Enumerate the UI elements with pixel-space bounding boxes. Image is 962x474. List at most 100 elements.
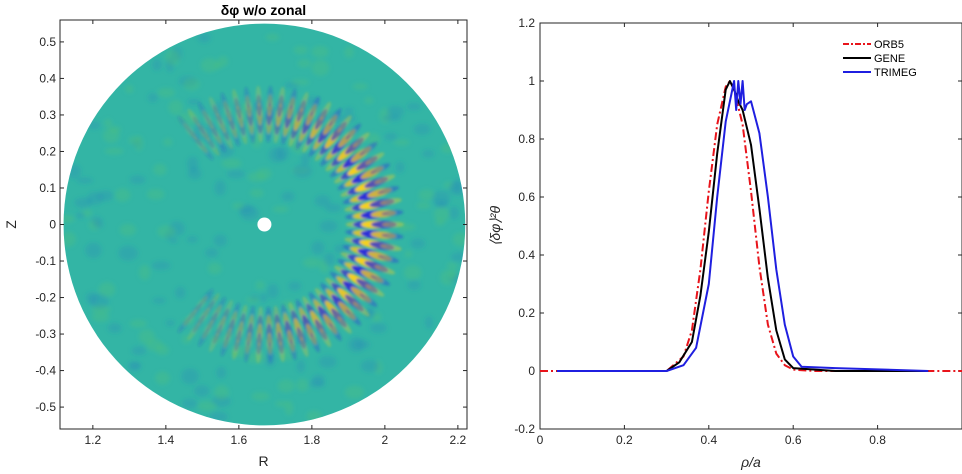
profile-y-tick-label: 1.2 [518, 16, 535, 30]
legend-label: TRIMEG [874, 67, 917, 79]
noise-blob [197, 401, 218, 411]
noise-blob [109, 125, 121, 133]
profile-y-tick-label: 0.4 [518, 248, 535, 262]
mode-blob [220, 336, 229, 357]
noise-blob [214, 180, 226, 196]
noise-blob [386, 105, 405, 118]
noise-blob [296, 359, 306, 373]
noise-blob [63, 231, 76, 247]
noise-blob [416, 201, 431, 210]
noise-blob [104, 118, 113, 128]
noise-blob [281, 191, 295, 202]
noise-blob [146, 188, 165, 200]
noise-blob [197, 32, 211, 43]
map-y-ticks: -0.5 -0.4 -0.3 -0.2 -0.1 0 0.1 0.2 0.3 0.4 0.5 [35, 35, 467, 414]
map-y-tick-label: 0.4 [39, 71, 56, 85]
map-y-tick-label: 0.5 [39, 35, 56, 49]
map-y-tick-label: -0.1 [35, 254, 56, 268]
noise-blob [277, 379, 295, 393]
noise-blob [404, 250, 413, 258]
mode-blob [289, 89, 297, 110]
series-line-trimeg [556, 80, 929, 372]
noise-blob [66, 164, 81, 179]
noise-blob [181, 368, 199, 385]
noise-blob [406, 102, 422, 111]
mode-blob [328, 108, 342, 127]
profile-x-tick-label: 0.8 [869, 433, 886, 447]
noise-blob [407, 279, 421, 291]
contour-map-panel: δφ w/o zonal 1.2 1.4 1.6 1.8 2 2.2 -0.5-0.4-0… [3, 2, 468, 469]
noise-blob [319, 220, 338, 233]
noise-blob [175, 286, 186, 299]
profile-y-label: ⟨δφ⟩²θ [487, 206, 503, 246]
noise-blob [89, 293, 109, 310]
noise-blob [82, 209, 93, 217]
map-y-tick-label: -0.5 [35, 400, 56, 414]
noise-blob [200, 58, 219, 73]
noise-blob [250, 188, 264, 198]
noise-blob [343, 107, 355, 115]
noise-blob [147, 92, 159, 103]
profile-x-tick-label: 0 [537, 433, 544, 447]
noise-blob [288, 281, 302, 291]
noise-blob [232, 202, 245, 210]
mode-blob [198, 102, 209, 121]
mode-blob [177, 116, 191, 133]
mode-blob [267, 85, 273, 107]
noise-blob [323, 252, 336, 266]
noise-blob [361, 359, 380, 373]
noise-blob [245, 296, 260, 304]
map-y-tick-label: -0.3 [35, 327, 56, 341]
noise-blob [452, 178, 462, 193]
mode-blob [365, 152, 385, 165]
map-x-ticks: 1.2 1.4 1.6 1.8 2 2.2 [85, 20, 467, 447]
noise-blob [226, 169, 246, 179]
noise-blob [207, 262, 222, 275]
mode-blob [379, 198, 402, 206]
noise-blob [183, 77, 200, 91]
mode-blob [255, 85, 262, 107]
map-y-tick-label: 0.1 [39, 181, 56, 195]
mode-blob [337, 115, 352, 133]
mode-blob [381, 232, 404, 240]
noise-blob [259, 293, 268, 303]
profile-x-tick-label: 0.4 [700, 433, 717, 447]
noise-blob [363, 97, 374, 104]
noise-blob [216, 366, 227, 379]
mode-blob [232, 89, 240, 110]
legend-label: GENE [874, 53, 905, 65]
noise-blob [293, 45, 308, 55]
mode-blob [377, 186, 399, 195]
noise-blob [157, 225, 176, 238]
noise-blob [314, 195, 331, 207]
mode-blob [365, 284, 385, 297]
profile-x-label: ρ/a [740, 454, 761, 470]
mode-blob [374, 174, 396, 185]
noise-blob [255, 280, 265, 290]
noise-blob [275, 400, 289, 407]
noise-blob [209, 411, 228, 422]
noise-blob [131, 346, 147, 356]
map-y-tick-label: 0.2 [39, 144, 56, 158]
noise-blob [422, 149, 435, 158]
profile-y-tick-label: 0.8 [518, 132, 535, 146]
noise-blob [169, 237, 178, 244]
map-y-tick-label: -0.4 [35, 364, 56, 378]
noise-blob [318, 355, 337, 369]
mode-blob [209, 333, 219, 353]
noise-blob [449, 206, 460, 220]
mode-blob [345, 123, 361, 140]
noise-blob [300, 152, 311, 166]
noise-blob [187, 98, 201, 105]
mode-blob [370, 163, 391, 175]
profile-y-ticks: -0.2 0 0.2 0.4 0.6 0.8 1 1.2 [514, 16, 962, 436]
noise-blob [306, 410, 322, 422]
noise-blob [403, 265, 422, 280]
noise-blob [352, 82, 368, 90]
noise-blob [125, 84, 134, 94]
noise-blob [91, 305, 111, 314]
noise-blob [353, 340, 371, 349]
noise-blob [311, 59, 330, 76]
noise-blob [311, 241, 325, 255]
noise-blob [344, 385, 365, 399]
